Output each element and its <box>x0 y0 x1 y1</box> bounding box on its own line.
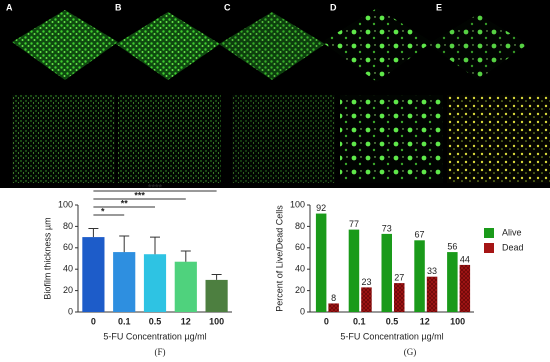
legend-label: Dead <box>502 242 524 252</box>
x-axis-label: 5-FU Concentration µg/ml <box>340 331 443 341</box>
value-label: 33 <box>427 266 437 276</box>
y-tick-label: 20 <box>63 285 73 295</box>
x-axis-label: 5-FU Concentration µg/ml <box>103 331 206 341</box>
significance-label: **** <box>148 182 163 192</box>
x-tick-label: 0.1 <box>118 316 131 326</box>
bar <box>143 254 167 312</box>
section-image <box>12 95 115 183</box>
bar <box>113 252 136 312</box>
bar <box>361 287 372 312</box>
section-image <box>232 95 335 183</box>
legend-swatch <box>484 228 494 238</box>
bar <box>394 283 405 312</box>
x-tick-label: 0 <box>324 316 329 326</box>
bar <box>381 233 392 312</box>
bar <box>447 252 458 312</box>
x-tick-label: 12 <box>420 316 430 326</box>
section-image <box>340 95 443 183</box>
panel-label: D <box>330 2 337 12</box>
error-bar <box>88 228 99 238</box>
x-tick-label: 0.5 <box>386 316 399 326</box>
significance-label: ** <box>121 198 129 208</box>
value-label: 73 <box>382 223 392 233</box>
y-tick-label: 0 <box>68 306 73 316</box>
y-tick-label: 40 <box>295 264 305 274</box>
x-tick-label: 100 <box>450 316 465 326</box>
3d-view <box>428 14 528 80</box>
significance-label: * <box>101 206 105 216</box>
panel-label: A <box>6 2 13 12</box>
y-tick-label: 40 <box>63 264 73 274</box>
3d-view <box>116 12 220 80</box>
legend-swatch <box>484 243 494 253</box>
y-tick-label: 100 <box>58 199 73 209</box>
panel-label: C <box>224 2 231 12</box>
3d-view <box>12 10 118 80</box>
section-image <box>118 95 221 183</box>
x-tick-label: 0.1 <box>353 316 366 326</box>
bar <box>459 264 471 312</box>
error-bar <box>211 274 222 280</box>
x-tick-label: 12 <box>181 316 191 326</box>
y-axis-label: Biofilm thickness µm <box>42 217 52 299</box>
bar <box>315 213 327 312</box>
y-tick-label: 60 <box>63 242 73 252</box>
value-label: 92 <box>316 203 326 213</box>
micrographs <box>12 8 550 183</box>
value-label: 27 <box>394 272 404 282</box>
value-label: 23 <box>361 277 371 287</box>
error-bar <box>119 235 130 253</box>
x-tick-label: 0 <box>91 316 96 326</box>
value-label: 44 <box>460 254 470 264</box>
panel-caption: (F) <box>155 347 166 357</box>
3d-view <box>322 8 432 82</box>
error-bar <box>180 250 191 262</box>
value-label: 77 <box>349 219 359 229</box>
y-axis-label: Percent of Live/Dead Cells <box>274 205 284 312</box>
x-tick-label: 100 <box>209 316 224 326</box>
y-tick-label: 0 <box>300 306 305 316</box>
bar <box>328 303 339 312</box>
y-tick-label: 60 <box>295 242 305 252</box>
value-label: 8 <box>331 293 336 303</box>
error-bar <box>150 236 160 255</box>
bar <box>414 240 425 312</box>
3d-view <box>219 12 325 80</box>
bar <box>174 261 197 312</box>
panel-caption: (G) <box>404 347 417 357</box>
value-label: 56 <box>447 241 457 251</box>
bar <box>205 279 228 312</box>
x-tick-label: 0.5 <box>149 316 162 326</box>
bar <box>348 229 360 312</box>
y-tick-label: 100 <box>290 199 305 209</box>
panel-label: B <box>115 2 122 12</box>
significance-label: *** <box>134 190 145 200</box>
y-tick-label: 20 <box>295 285 305 295</box>
y-tick-label: 80 <box>295 221 305 231</box>
panel-label: E <box>436 2 442 12</box>
y-tick-label: 80 <box>63 221 73 231</box>
value-label: 67 <box>415 230 425 240</box>
legend-label: Alive <box>502 227 522 237</box>
bar <box>82 237 105 312</box>
section-image <box>447 95 550 183</box>
bar <box>426 276 438 312</box>
